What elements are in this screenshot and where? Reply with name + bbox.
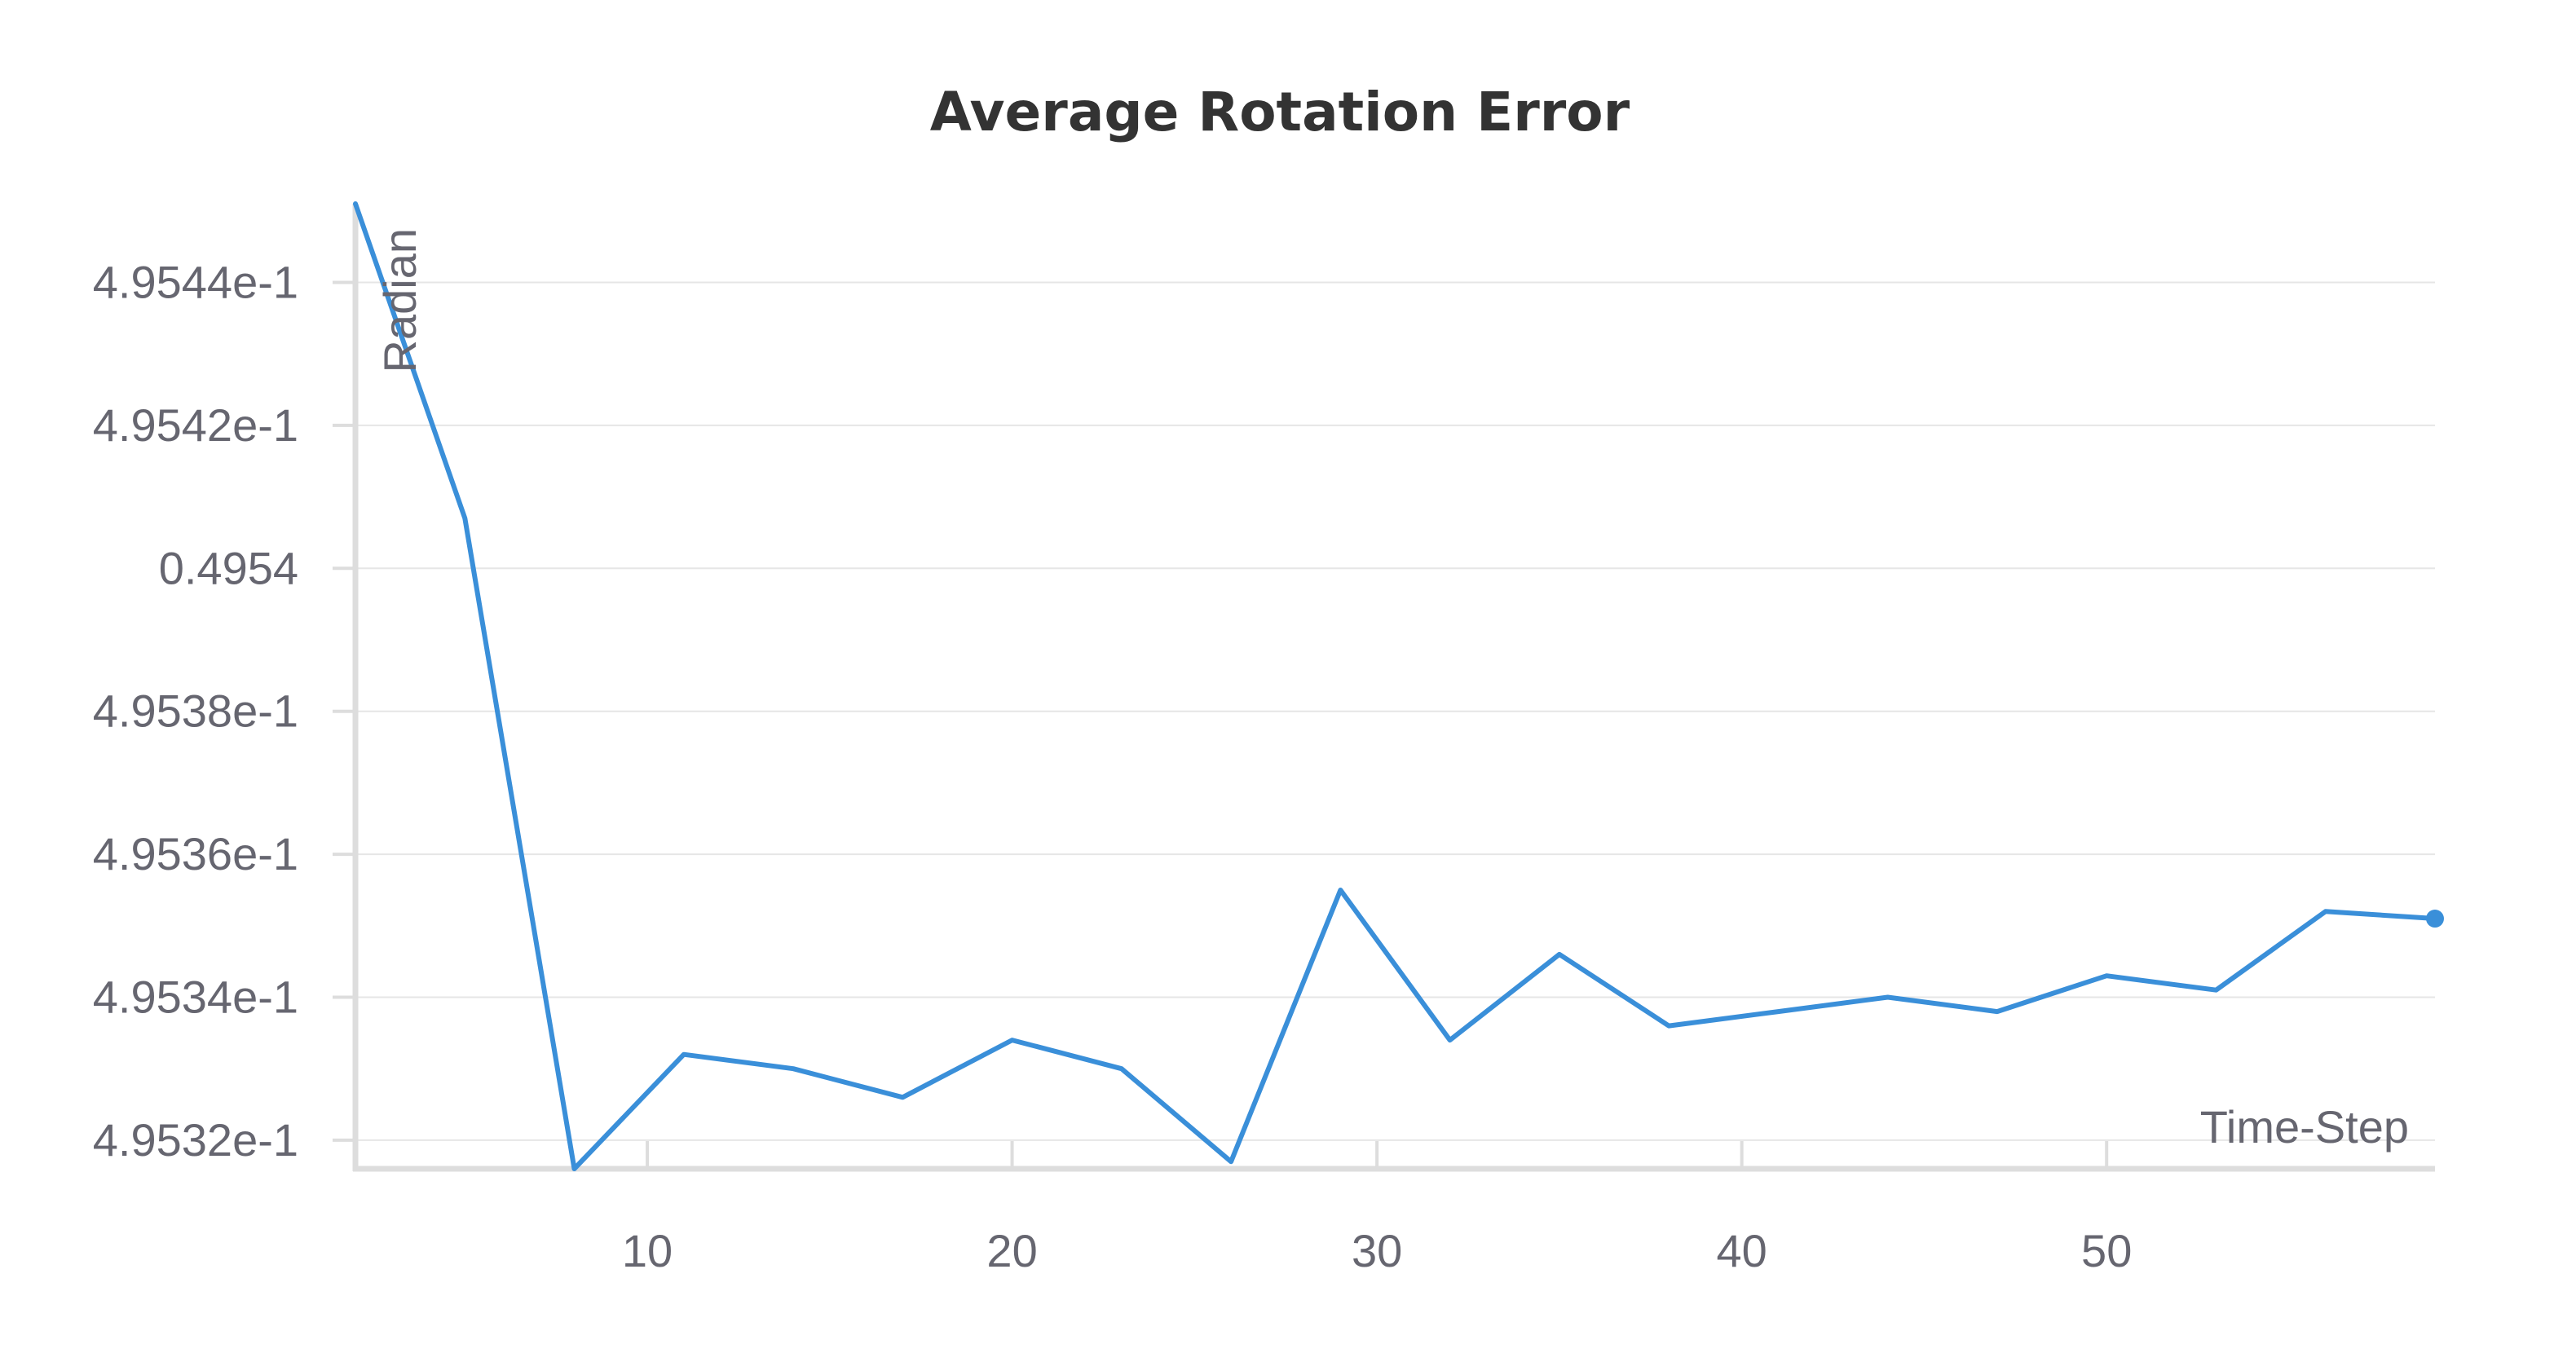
y-tick-label: 4.9536e-1 bbox=[93, 828, 298, 879]
series bbox=[353, 201, 2444, 1171]
y-tick-label: 4.9538e-1 bbox=[93, 685, 298, 737]
y-tick-label: 4.9544e-1 bbox=[93, 256, 298, 307]
x-tick-label: 10 bbox=[622, 1225, 673, 1276]
y-axis-label: Radian bbox=[374, 228, 426, 372]
y-tick-label: 4.9532e-1 bbox=[93, 1114, 298, 1166]
grid bbox=[355, 281, 2435, 1141]
chart-title: Average Rotation Error bbox=[930, 81, 1630, 143]
series-line bbox=[353, 201, 2437, 1171]
x-tick-label: 30 bbox=[1352, 1225, 1402, 1276]
y-tick-label: 4.9542e-1 bbox=[93, 399, 298, 451]
last-data-point bbox=[2426, 910, 2444, 928]
x-tick-label: 50 bbox=[2081, 1225, 2132, 1276]
tick-labels: 4.9532e-1 4.9534e-1 4.9536e-1 4.9538e-1 0.49… bbox=[93, 256, 2133, 1276]
x-tick-label: 40 bbox=[1717, 1225, 1767, 1276]
y-tick-label: 0.4954 bbox=[159, 542, 298, 593]
axes bbox=[333, 204, 2435, 1172]
x-axis-label: Time-Step bbox=[2200, 1101, 2409, 1152]
x-tick-label: 20 bbox=[986, 1225, 1037, 1276]
y-tick-label: 4.9534e-1 bbox=[93, 972, 298, 1023]
